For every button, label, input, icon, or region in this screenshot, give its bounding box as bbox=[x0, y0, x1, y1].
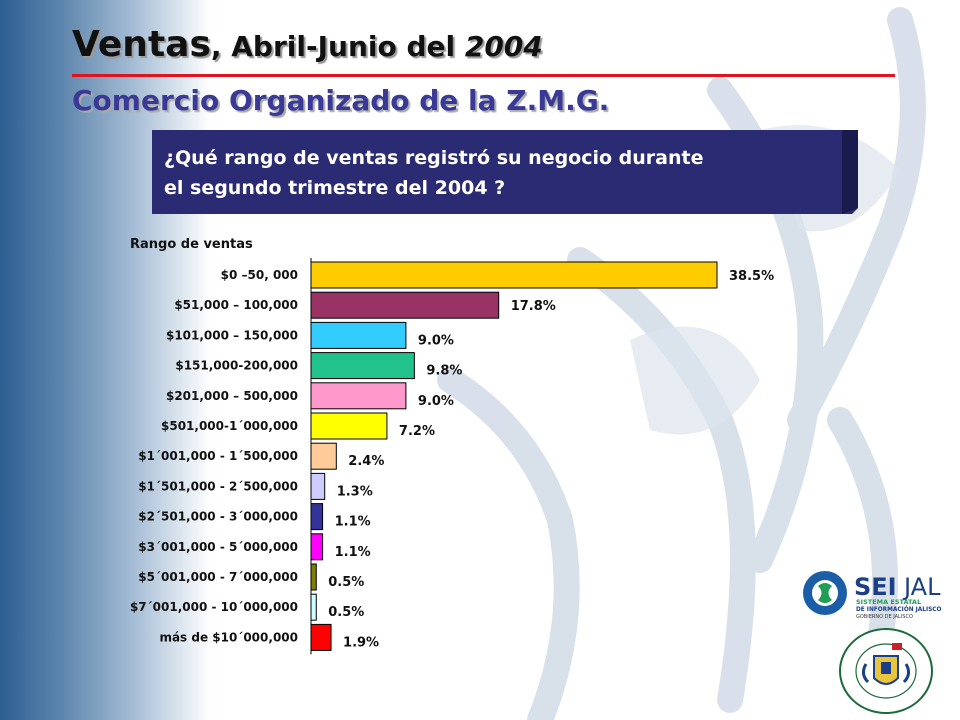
bar bbox=[310, 261, 718, 289]
page-subtitle: Comercio Organizado de la Z.M.G. bbox=[72, 84, 610, 117]
bar bbox=[310, 503, 324, 531]
bar bbox=[310, 593, 317, 621]
bar-value-label: 1.3% bbox=[337, 484, 373, 499]
bar-value-label: 17.8% bbox=[511, 299, 556, 314]
title-underline bbox=[72, 74, 895, 77]
question-line-1: ¿Qué rango de ventas registró su negocio… bbox=[164, 147, 704, 169]
title-year: 2004 bbox=[464, 30, 543, 63]
seijal-line-3: GOBIERNO DE JALISCO bbox=[856, 614, 913, 620]
camara-de-comercio-seal bbox=[839, 628, 933, 714]
category-tick-label: $5´001,000 - 7´000,000 bbox=[138, 570, 298, 584]
bar-value-label: 0.5% bbox=[328, 605, 364, 620]
question-text: ¿Qué rango de ventas registró su negocio… bbox=[164, 143, 824, 203]
category-tick-label: $7´001,000 - 10´000,000 bbox=[130, 600, 298, 614]
question-box bbox=[152, 130, 858, 214]
bar-value-label: 9.0% bbox=[418, 333, 454, 348]
bar-value-label: 1.1% bbox=[335, 545, 371, 560]
category-tick-label: $151,000-200,000 bbox=[175, 359, 298, 373]
bar bbox=[310, 472, 326, 500]
bar bbox=[310, 321, 407, 349]
seijal-sei-text: SEI bbox=[854, 573, 897, 601]
bar-value-label: 0.5% bbox=[328, 575, 364, 590]
bar-value-label: 9.0% bbox=[418, 394, 454, 409]
y-axis-label: Rango de ventas bbox=[130, 237, 253, 252]
bar bbox=[310, 412, 388, 440]
bar bbox=[310, 442, 337, 470]
category-tick-label: $1´001,000 - 1´500,000 bbox=[138, 449, 298, 463]
seijal-line-1: SISTEMA ESTATAL bbox=[856, 598, 921, 606]
seijal-logo: SEI JAL SISTEMA ESTATAL DE INFORMACIÓN J… bbox=[803, 571, 942, 620]
seijal-line-2: DE INFORMACIÓN JALISCO bbox=[856, 606, 942, 613]
bar-value-label: 38.5% bbox=[729, 269, 774, 284]
bar-value-label: 1.9% bbox=[343, 635, 379, 650]
seijal-jal-text: JAL bbox=[902, 573, 941, 601]
category-tick-label: $501,000-1´000,000 bbox=[161, 419, 298, 433]
bar-value-label: 2.4% bbox=[348, 454, 384, 469]
category-tick-label: $0 –50, 000 bbox=[221, 268, 298, 282]
category-tick-label: $3´001,000 - 5´000,000 bbox=[138, 540, 298, 554]
question-line-2: el segundo trimestre del 2004 ? bbox=[164, 177, 506, 199]
bar bbox=[310, 382, 407, 410]
bar bbox=[310, 291, 500, 319]
category-tick-label: $51,000 – 100,000 bbox=[174, 298, 298, 312]
left-gradient-band bbox=[0, 0, 210, 720]
bar bbox=[310, 623, 332, 651]
bar-value-label: 1.1% bbox=[335, 515, 371, 530]
bar-value-label: 7.2% bbox=[399, 424, 435, 439]
bar bbox=[310, 563, 317, 591]
category-tick-label: más de $10´000,000 bbox=[159, 630, 298, 644]
category-tick-label: $2´501,000 - 3´000,000 bbox=[138, 510, 298, 524]
page-title: Ventas, Abril-Junio del 2004 bbox=[72, 24, 543, 65]
bar-value-label: 9.8% bbox=[426, 364, 462, 379]
category-tick-label: $1´501,000 - 2´500,000 bbox=[138, 479, 298, 493]
category-tick-label: $101,000 – 150,000 bbox=[166, 328, 298, 342]
bar bbox=[310, 533, 324, 561]
title-ventas: Ventas bbox=[72, 24, 211, 65]
bar bbox=[310, 352, 415, 380]
category-tick-label: $201,000 – 500,000 bbox=[166, 389, 298, 403]
title-period: , Abril-Junio del bbox=[210, 30, 465, 63]
